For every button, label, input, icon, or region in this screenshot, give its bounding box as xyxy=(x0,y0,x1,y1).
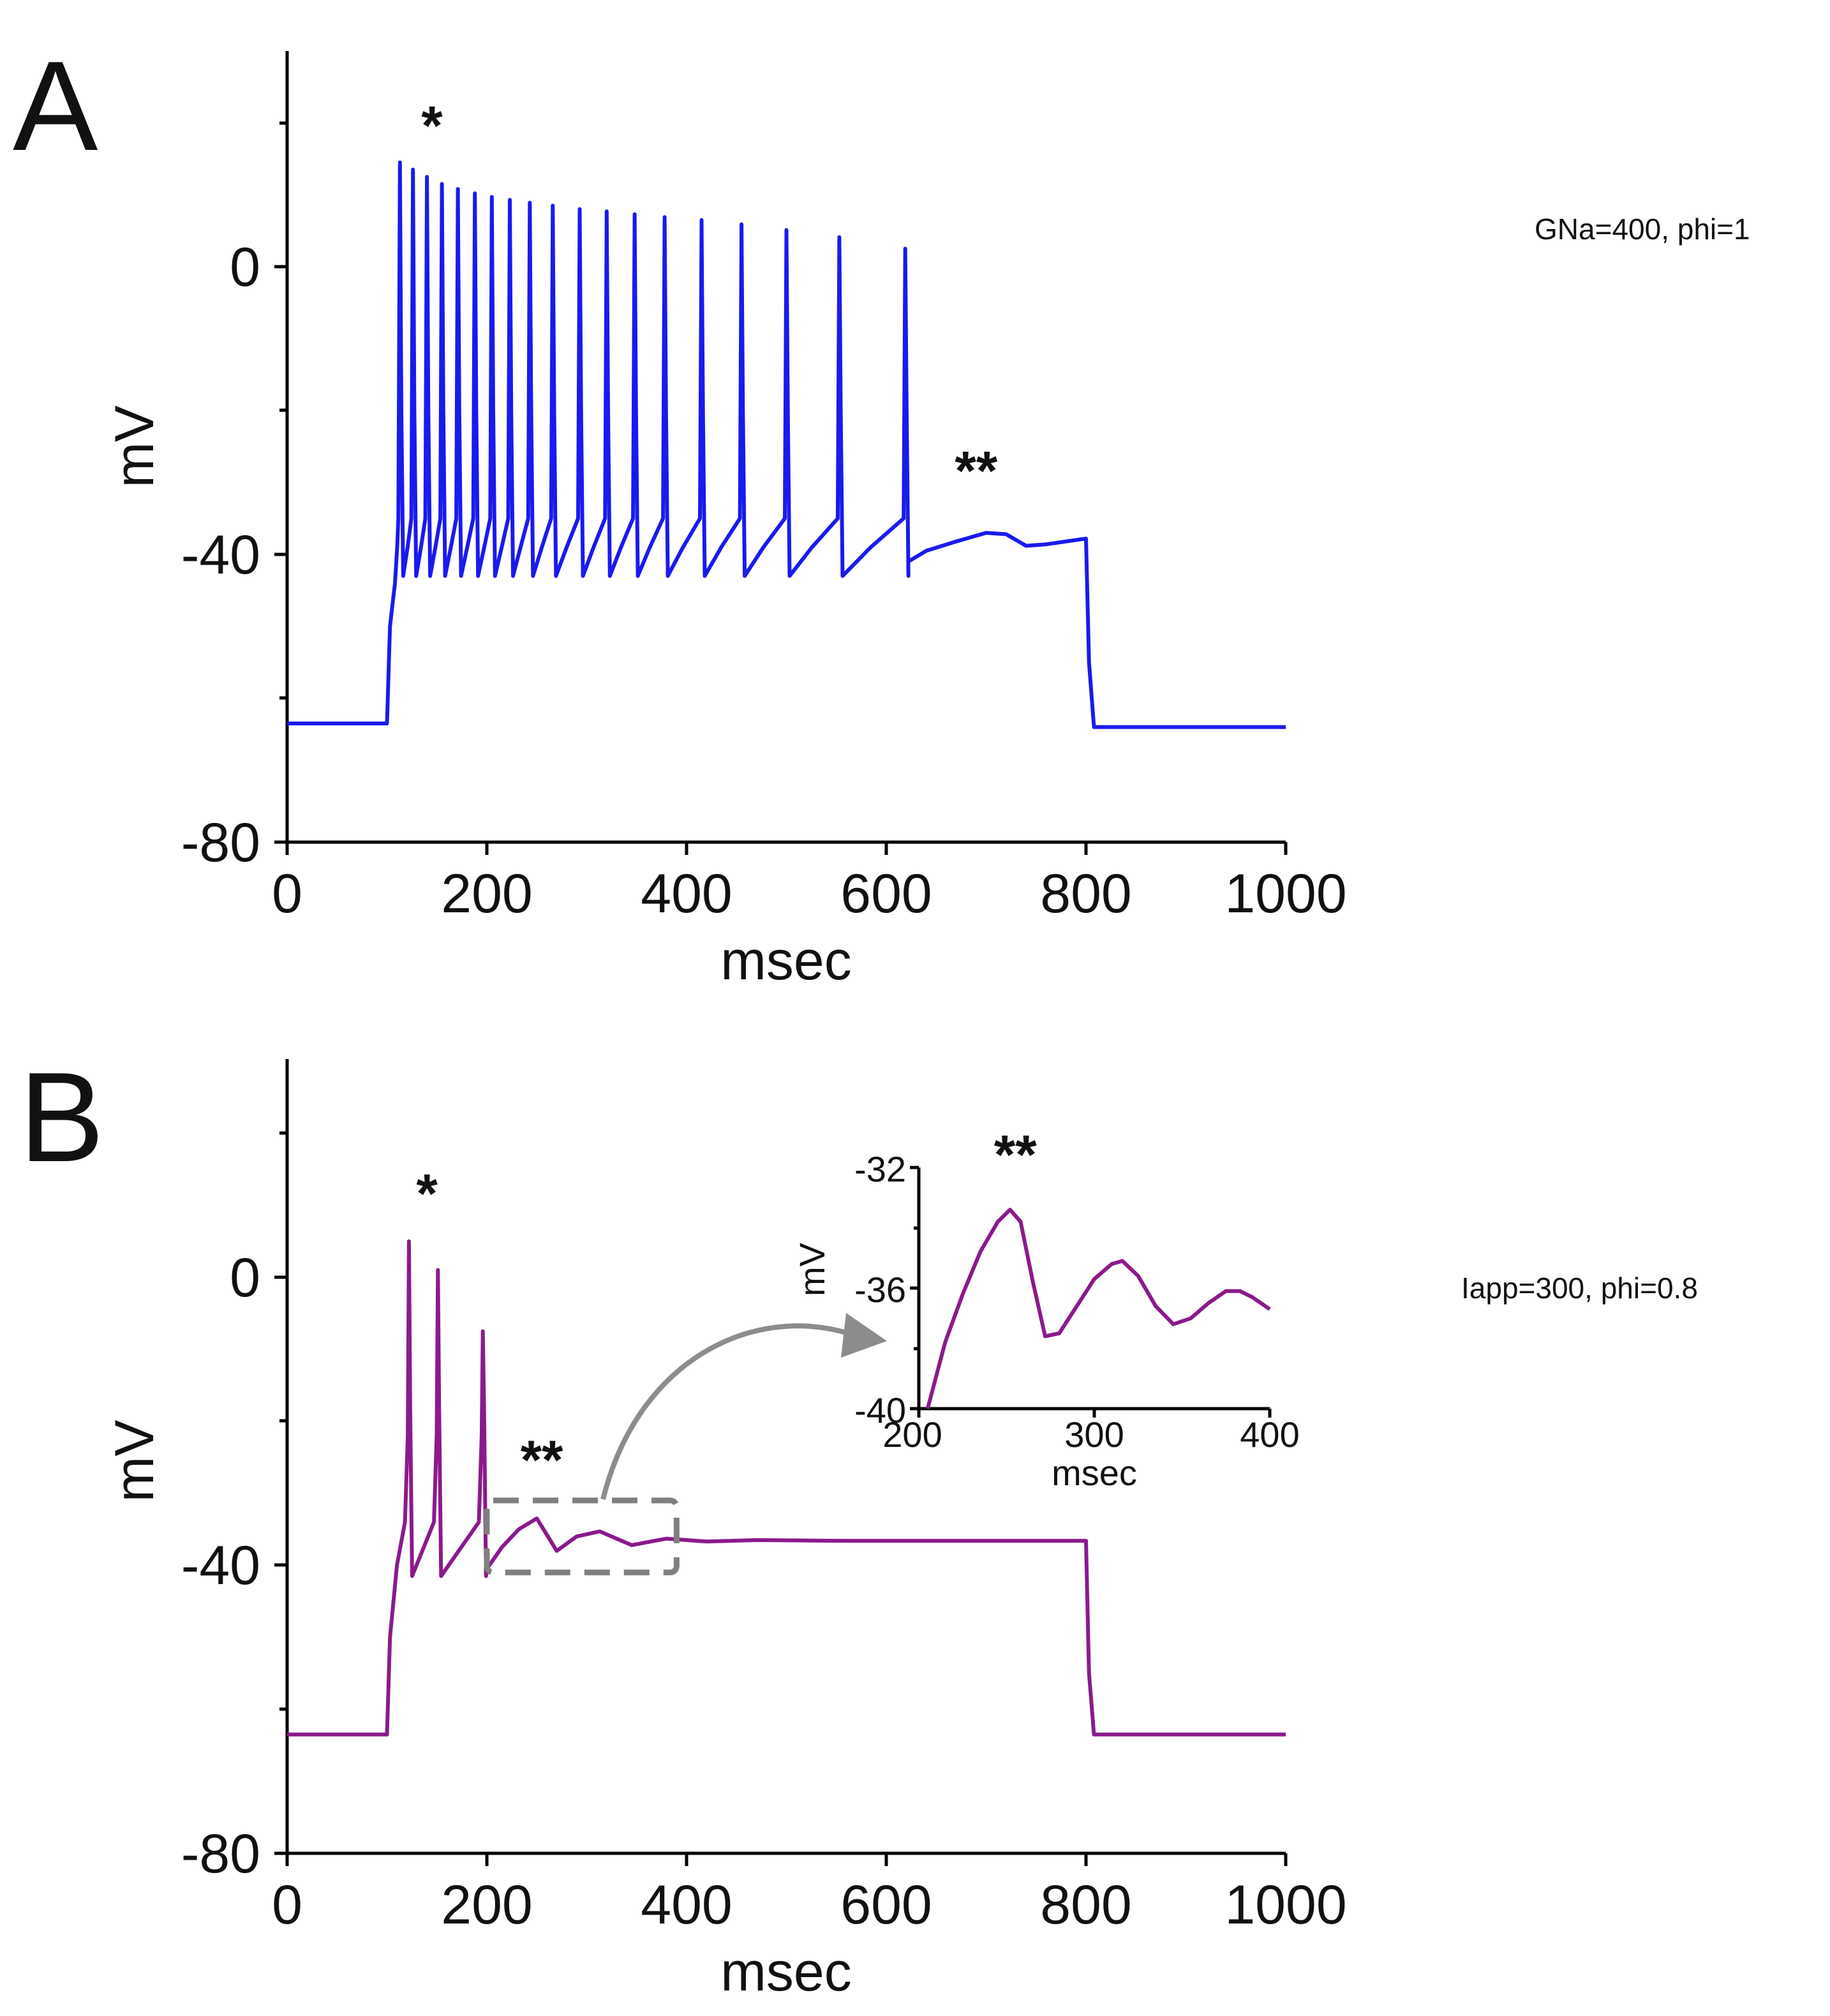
panel-b-x-tick-label: 800 xyxy=(1040,1874,1132,1936)
panel-a-x-tick-label: 600 xyxy=(840,863,932,924)
panel-b-x-tick-label: 0 xyxy=(272,1874,302,1936)
panel-a-asterisk-marker: ** xyxy=(955,441,997,502)
panel-a-y-tick-label: -80 xyxy=(181,812,260,873)
panel-a-x-tick-label: 0 xyxy=(272,863,302,924)
panel-a-asterisk-marker: * xyxy=(421,95,443,156)
panel-b-y-label: mV xyxy=(104,1420,165,1502)
panel-a-annotation: GNa=400, phi=1 xyxy=(1535,212,1750,246)
panel-b-y-tick-label: -80 xyxy=(181,1823,260,1885)
inset-x-tick-label: 400 xyxy=(1240,1414,1299,1455)
panel-b-y-tick-label: 0 xyxy=(230,1247,260,1308)
panel-b-voltage-trace xyxy=(287,1239,1286,1737)
panel-a-y-tick-label: -40 xyxy=(181,524,260,586)
panel-b-asterisk-marker: ** xyxy=(521,1430,563,1491)
panel-a-x-tick-label: 400 xyxy=(641,863,733,924)
panel-a-x-tick-label: 800 xyxy=(1040,863,1132,924)
panel-a-markers: *** xyxy=(421,95,998,501)
panel-a-x-tick-label: 200 xyxy=(441,863,533,924)
panel-a-y-tick-label: 0 xyxy=(230,237,260,298)
inset-x-label: msec xyxy=(1052,1453,1137,1493)
panel-b: B Iapp=300, phi=0.8 0 200 400 600 800 10… xyxy=(19,1046,1698,2003)
panel-b-x-tick-label: 1000 xyxy=(1224,1874,1346,1936)
inset-y-tick-label: -32 xyxy=(854,1149,906,1189)
panel-a-x-label: msec xyxy=(720,930,851,991)
panel-b-asterisk-marker: * xyxy=(416,1163,438,1224)
panel-a: A GNa=400, phi=1 0 200 400 600 800 1000 … xyxy=(13,35,1750,991)
panel-b-x-tick-label: 200 xyxy=(441,1874,533,1936)
panel-a-x-tick-label: 1000 xyxy=(1224,863,1346,924)
panel-a-voltage-trace xyxy=(287,160,1286,729)
inset-x-tick-label: 300 xyxy=(1064,1414,1124,1455)
panel-b-y-tick-label: -40 xyxy=(181,1535,260,1596)
panel-b-x-tick-label: 600 xyxy=(840,1874,932,1936)
inset-y-tick-label: -36 xyxy=(854,1270,906,1310)
inset-chart: -32 -36 -40 200 300 400 msec mV ** xyxy=(792,1124,1300,1493)
inset-markers: ** xyxy=(994,1124,1037,1185)
inset-voltage-trace xyxy=(925,1208,1271,1409)
panel-a-y-label: mV xyxy=(104,406,165,488)
zoom-arrow-head xyxy=(841,1313,887,1358)
zoom-arrow xyxy=(600,1323,850,1500)
panel-b-x-label: msec xyxy=(720,1941,851,2003)
panel-b-annotation: Iapp=300, phi=0.8 xyxy=(1461,1271,1698,1305)
panel-b-x-tick-label: 400 xyxy=(641,1874,733,1936)
panel-b-markers: *** xyxy=(416,1163,563,1491)
inset-asterisk-marker: ** xyxy=(994,1124,1037,1185)
inset-x-tick-label: 200 xyxy=(882,1414,942,1455)
panel-a-label: A xyxy=(13,35,98,177)
inset-y-tick-label: -40 xyxy=(854,1390,906,1430)
zoom-region-box xyxy=(484,1497,680,1576)
inset-y-label: mV xyxy=(792,1242,832,1296)
panel-b-label: B xyxy=(19,1046,104,1189)
